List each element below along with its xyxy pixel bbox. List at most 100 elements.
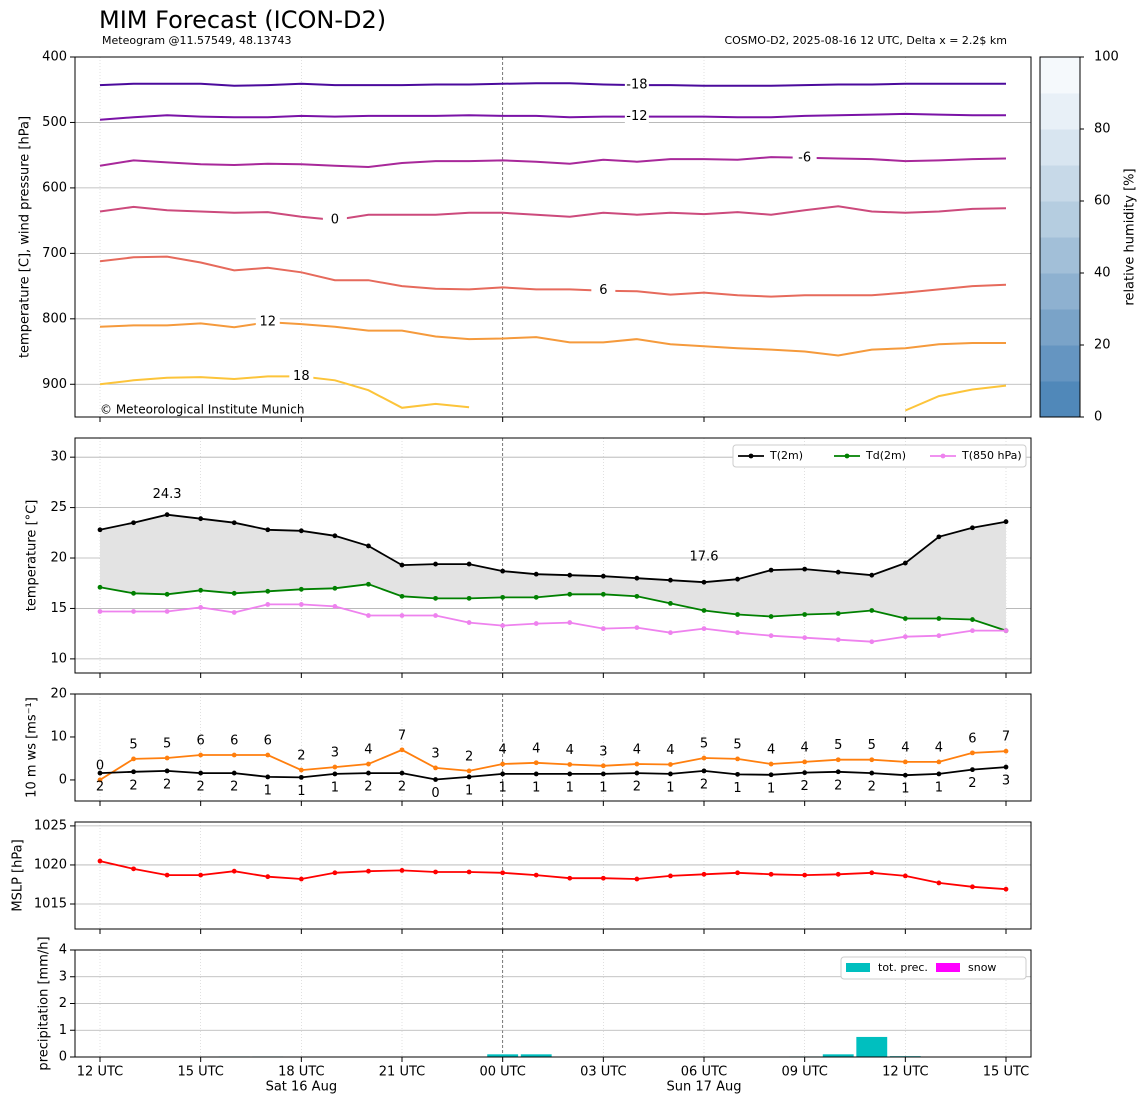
plot-frame xyxy=(74,437,1032,674)
value-label: 0 xyxy=(431,786,439,801)
legend-marker xyxy=(940,453,946,459)
series-point xyxy=(433,869,438,875)
series-point xyxy=(735,756,740,762)
y-tick-label: 2 xyxy=(59,996,67,1011)
value-label: 2 xyxy=(163,777,171,792)
series-point xyxy=(970,750,975,756)
y-tick-label: 500 xyxy=(42,115,67,130)
series-point xyxy=(97,609,103,614)
series-point xyxy=(265,774,271,780)
series-point xyxy=(533,872,539,878)
series-point xyxy=(466,620,472,625)
bar xyxy=(520,1054,552,1057)
legend-label: T(850 hPa) xyxy=(961,449,1022,462)
series-point xyxy=(970,617,975,622)
series-point xyxy=(600,875,606,881)
series-point xyxy=(701,608,707,613)
series-point xyxy=(164,591,170,597)
series-point xyxy=(600,626,606,632)
colorbar-band xyxy=(1040,93,1080,130)
series-line xyxy=(99,860,1007,891)
y-axis-label: precipitation [mm/h] xyxy=(37,936,52,1070)
y-tick-label: 400 xyxy=(42,50,67,65)
series-point xyxy=(198,752,204,758)
value-label: 5 xyxy=(129,737,137,752)
legend-label: T(2m) xyxy=(769,449,803,462)
series-point xyxy=(869,608,875,613)
series-point xyxy=(500,623,506,628)
series-point xyxy=(164,512,170,518)
contour-label-bg xyxy=(255,315,280,330)
series-point xyxy=(533,571,539,577)
series-point xyxy=(668,601,673,606)
value-label: 6 xyxy=(230,734,238,749)
value-label: 4 xyxy=(935,740,943,755)
series-point xyxy=(265,588,271,594)
series-point xyxy=(366,770,371,776)
series-point xyxy=(936,616,942,621)
colorbar-tick-label: 0 xyxy=(1094,410,1102,425)
series-point xyxy=(902,616,908,621)
x-tick-label: 15 UTC xyxy=(983,1065,1029,1080)
value-label: 4 xyxy=(767,743,775,758)
value-label: 1 xyxy=(331,780,339,795)
series-point xyxy=(231,770,237,776)
series-point xyxy=(701,755,707,761)
legend-label: Td(2m) xyxy=(865,449,906,462)
series-point xyxy=(701,579,707,585)
series-point xyxy=(466,869,472,875)
value-label: 3 xyxy=(431,746,439,761)
series-point xyxy=(433,595,438,601)
series-point xyxy=(600,591,606,597)
series-point xyxy=(634,876,640,882)
series-point xyxy=(600,771,606,777)
series-point xyxy=(701,871,707,877)
value-label: 4 xyxy=(666,743,674,758)
series-point xyxy=(768,761,774,767)
series-point xyxy=(131,769,136,775)
series-point xyxy=(902,772,908,778)
series-line xyxy=(99,748,1007,781)
bar xyxy=(856,1036,888,1057)
series-point xyxy=(768,871,774,877)
series-point xyxy=(298,602,304,607)
x-tick-label: 12 UTC xyxy=(77,1065,123,1080)
contour-label: 12 xyxy=(260,315,277,330)
value-label: 6 xyxy=(968,731,976,746)
series-point xyxy=(533,771,539,777)
series-point xyxy=(131,609,136,614)
series-point xyxy=(869,757,875,763)
value-label: 0 xyxy=(96,758,104,773)
series-point xyxy=(164,755,170,761)
y-tick-label: 20 xyxy=(50,551,67,566)
series-point xyxy=(298,528,304,534)
x-tick-label: 00 UTC xyxy=(479,1065,525,1080)
series-point xyxy=(466,774,472,780)
contour-line xyxy=(99,156,1007,169)
value-label: 4 xyxy=(901,740,909,755)
series-point xyxy=(399,613,405,618)
series-point xyxy=(835,637,841,643)
legend-marker xyxy=(748,453,754,459)
series-point xyxy=(198,516,204,522)
series-point xyxy=(970,628,975,634)
series-point xyxy=(634,625,640,631)
series-point xyxy=(231,752,237,758)
value-label: 3 xyxy=(599,744,607,759)
contour-line xyxy=(99,321,1006,357)
series-point xyxy=(802,566,808,572)
series-point xyxy=(970,767,975,773)
series-point xyxy=(399,747,405,753)
series-point xyxy=(231,868,237,874)
series-point xyxy=(701,626,707,632)
series-point xyxy=(131,756,136,762)
value-label: 2 xyxy=(398,780,406,795)
contour-label-bg xyxy=(624,109,649,124)
value-label: 4 xyxy=(566,743,574,758)
value-label: 4 xyxy=(633,743,641,758)
colorbar-tick-label: 40 xyxy=(1094,266,1111,281)
value-label: 6 xyxy=(264,734,272,749)
series-point xyxy=(1003,628,1009,634)
x-tick-label: 15 UTC xyxy=(177,1065,223,1080)
series-point xyxy=(298,774,304,780)
